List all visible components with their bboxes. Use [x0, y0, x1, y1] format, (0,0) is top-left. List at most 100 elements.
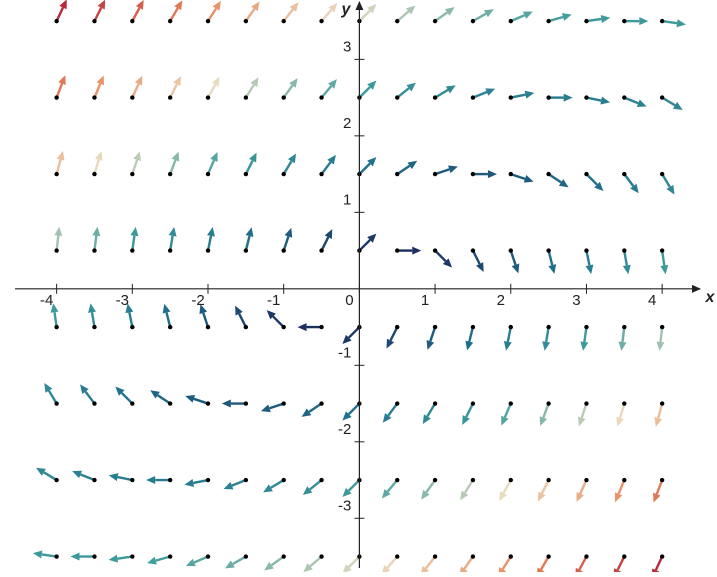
arrow-base — [584, 324, 589, 330]
arrow-shaft — [117, 555, 133, 560]
vector-arrow — [508, 90, 535, 100]
arrow-head — [342, 487, 352, 498]
arrow-shaft — [244, 235, 251, 251]
x-tick-label: 0 — [345, 292, 353, 309]
arrow-base — [622, 324, 627, 330]
arrow-base — [243, 401, 249, 406]
vector-arrow — [130, 75, 143, 100]
arrow-head — [174, 0, 183, 11]
vector-arrow — [432, 165, 458, 177]
arrow-base — [622, 477, 627, 483]
arrow-base — [54, 95, 59, 100]
arrow-shaft — [468, 326, 475, 342]
vector-arrow — [319, 154, 336, 177]
arrow-base — [281, 554, 286, 559]
arrow-base — [395, 171, 400, 177]
vector-arrow — [576, 477, 589, 502]
vector-arrow — [342, 554, 362, 574]
arrow-head — [94, 151, 103, 161]
arrow-base — [432, 95, 438, 100]
vector-arrow — [656, 324, 665, 351]
arrow-base — [659, 171, 665, 177]
arrow-shaft — [47, 390, 58, 405]
arrow-head — [301, 408, 312, 417]
arrow-base — [546, 477, 551, 483]
axes: x y -4 -3 -2 -1 0 1 2 3 4 -3 -2 -1 1 2 3 — [15, 1, 716, 568]
vector-arrow — [108, 554, 135, 563]
arrow-base — [92, 554, 97, 559]
arrow-base — [584, 401, 589, 406]
y-tick-label: 3 — [343, 38, 351, 55]
arrow-base — [432, 171, 438, 177]
vector-arrow — [622, 17, 649, 26]
arrow-base — [205, 324, 211, 330]
arrow-base — [319, 248, 324, 253]
vector-arrow — [357, 233, 377, 253]
arrow-base — [470, 401, 476, 406]
arrow-shaft — [55, 83, 64, 99]
arrow-shaft — [244, 8, 256, 22]
arrow-shaft — [93, 235, 98, 251]
arrow-base — [281, 248, 286, 253]
arrow-base — [319, 324, 324, 330]
vector-arrow — [382, 401, 400, 423]
arrow-shaft — [387, 402, 399, 417]
arrow-head — [251, 1, 260, 12]
arrow-base — [432, 248, 438, 253]
vector-arrow — [146, 476, 173, 485]
vector-arrow — [54, 150, 65, 177]
arrow-shaft — [244, 160, 254, 175]
arrow-head — [147, 556, 157, 565]
vector-arrow — [147, 554, 173, 565]
vector-arrow — [614, 477, 627, 503]
arrow-head — [59, 0, 67, 10]
arrow-head — [223, 481, 234, 490]
arrow-base — [54, 554, 59, 559]
vector-arrow — [167, 0, 183, 24]
arrow-shaft — [80, 473, 95, 482]
vector-arrow — [508, 11, 533, 24]
vector-arrow — [584, 248, 594, 275]
arrow-head — [173, 76, 181, 86]
arrow-shaft — [655, 479, 664, 495]
vector-arrow — [263, 477, 286, 493]
vector-arrow — [659, 248, 669, 275]
arrow-base — [243, 171, 249, 177]
arrow-shaft — [309, 479, 323, 491]
y-axis-label: y — [341, 1, 352, 18]
arrow-base — [395, 248, 400, 253]
vector-arrow — [470, 9, 494, 24]
arrow-base — [546, 18, 551, 24]
vector-arrow — [422, 401, 438, 425]
arrow-base — [281, 18, 286, 24]
vector-arrow — [205, 152, 218, 177]
arrow-head — [653, 492, 661, 503]
arrow-shaft — [471, 250, 481, 265]
arrow-base — [432, 554, 438, 559]
arrow-base — [130, 324, 135, 330]
arrow-shaft — [320, 85, 333, 99]
arrow-shaft — [661, 19, 678, 25]
arrow-base — [167, 324, 173, 330]
vector-arrow — [432, 7, 455, 24]
arrow-shaft — [660, 250, 666, 266]
arrow-shaft — [426, 402, 437, 418]
arrow-base — [659, 18, 665, 24]
arrow-base — [319, 554, 324, 559]
arrow-shaft — [320, 161, 332, 175]
arrow-base — [243, 554, 249, 559]
vector-arrow — [92, 0, 106, 24]
arrow-shaft — [616, 555, 626, 571]
arrow-shaft — [206, 159, 216, 175]
vector-arrow — [281, 78, 298, 100]
vector-arrow — [50, 303, 59, 330]
arrow-head — [199, 304, 208, 315]
vector-arrow — [659, 18, 686, 28]
vector-arrow — [575, 554, 589, 577]
arrow-shaft — [540, 479, 550, 494]
arrow-head — [324, 229, 333, 239]
arrow-shaft — [282, 160, 293, 175]
arrow-head — [386, 338, 395, 349]
vector-arrow — [342, 401, 362, 421]
